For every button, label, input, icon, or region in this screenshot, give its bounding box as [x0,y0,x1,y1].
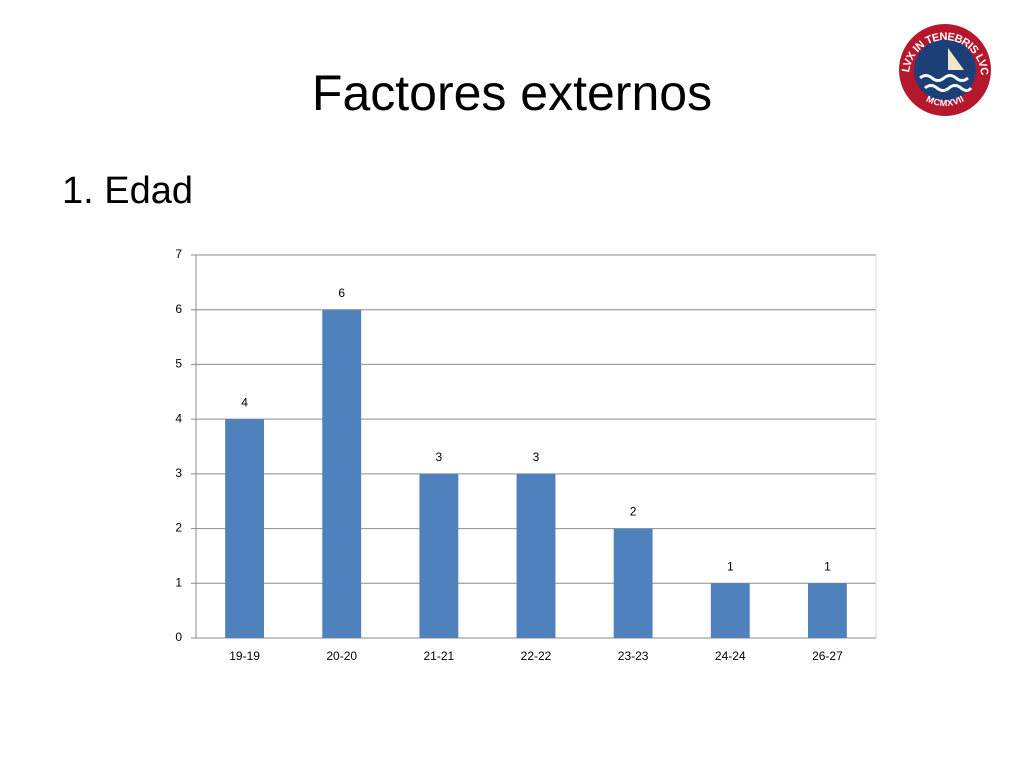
bar [225,419,264,638]
y-tick-label: 2 [175,521,182,535]
data-label: 6 [338,286,345,300]
y-tick-label: 0 [175,630,182,644]
y-tick-label: 3 [175,466,182,480]
bar [516,473,556,638]
logo-year-path: MCMXVII [925,94,966,109]
data-label: 3 [533,450,540,464]
y-tick-label: 4 [175,411,182,425]
bar [808,583,847,638]
y-tick-label: 5 [175,357,182,371]
data-label: 1 [727,559,734,573]
slide-subtitle: 1. Edad [62,170,193,212]
logo-waves [919,74,969,82]
logo-waves [924,84,973,92]
logo-year: MCMXVII [925,94,966,109]
x-tick-label: 20-20 [326,649,357,663]
data-label: 4 [241,395,248,409]
x-tick-label: 21-21 [424,649,455,663]
x-tick-label: 22-22 [521,649,552,663]
bar [322,309,362,638]
data-label: 1 [824,559,831,573]
x-tick-label: 19-19 [229,649,260,663]
data-label: 2 [630,505,637,519]
x-tick-label: 26-27 [812,649,843,663]
logo-sail [948,48,964,70]
bar [613,528,653,638]
slide-title: Factores externos [312,65,712,121]
data-label: 3 [436,450,443,464]
bar [419,473,459,638]
y-tick-label: 6 [175,302,182,316]
bar [710,583,750,638]
x-tick-label: 23-23 [618,649,649,663]
x-tick-label: 24-24 [715,649,746,663]
y-tick-label: 7 [175,247,182,261]
y-tick-label: 1 [175,575,182,589]
